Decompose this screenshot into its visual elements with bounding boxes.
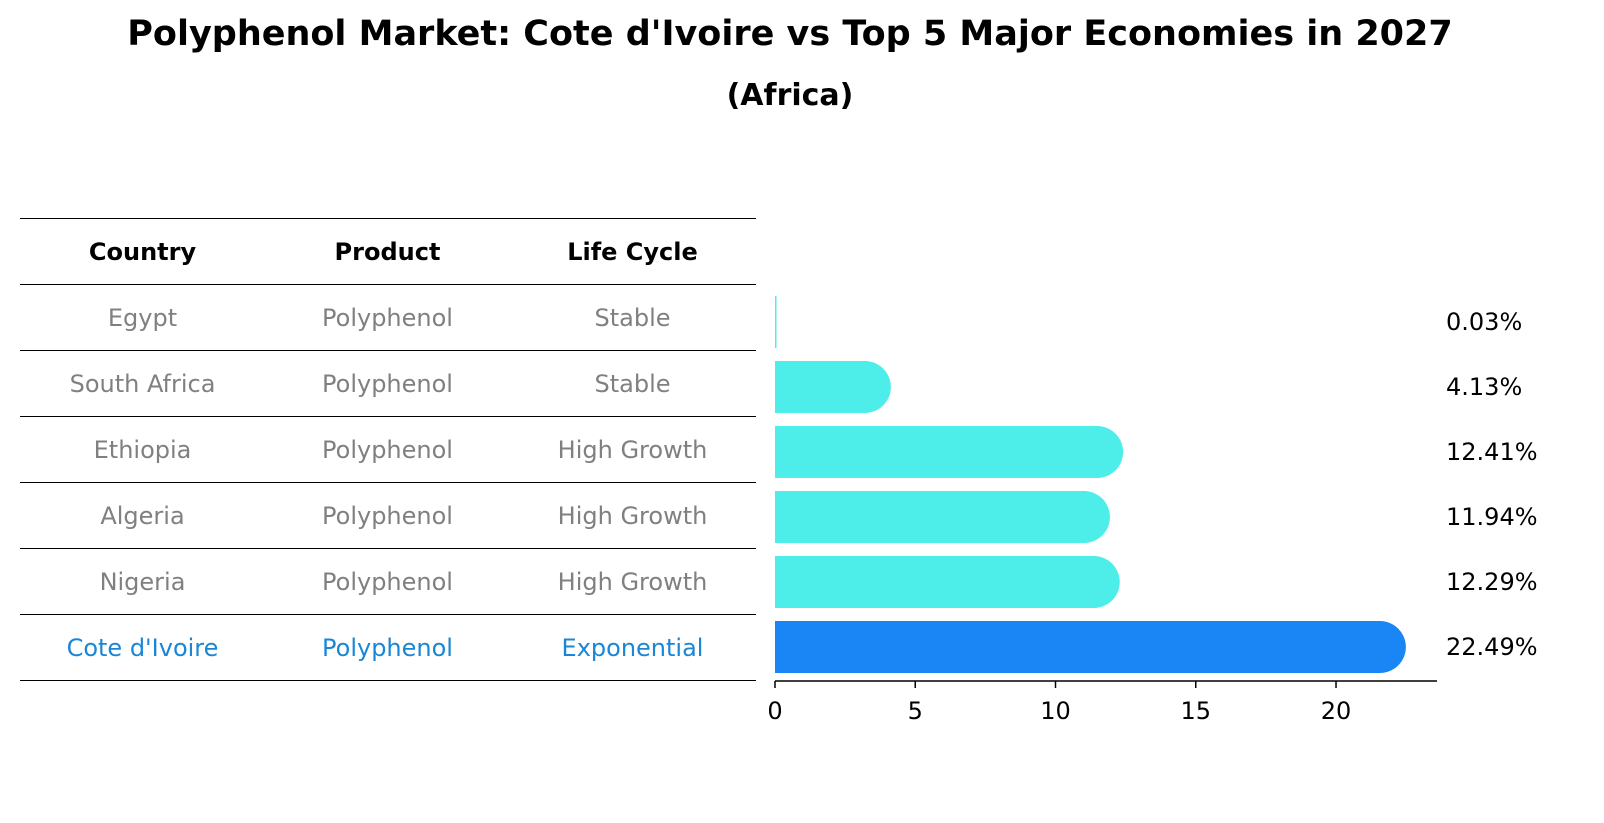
bar-value-label: 12.29% [1446, 568, 1538, 596]
bar [775, 491, 1110, 543]
country-cell: Algeria [100, 501, 185, 530]
product-cell: Polyphenol [322, 369, 453, 398]
table-row: Algeria Polyphenol High Growth [20, 483, 756, 549]
x-tick-label: 10 [1040, 697, 1071, 725]
bar-value-label: 12.41% [1446, 438, 1538, 466]
life-cycle-cell: High Growth [557, 435, 708, 464]
country-cell: Nigeria [99, 567, 186, 596]
table-row: Egypt Polyphenol Stable [20, 285, 756, 351]
product-cell: Polyphenol [322, 567, 453, 596]
table-header-row: Country Product Life Cycle [20, 218, 756, 285]
table-row: South Africa Polyphenol Stable [20, 351, 756, 417]
table-row: Nigeria Polyphenol High Growth [20, 549, 756, 615]
bar-value-label: 11.94% [1446, 503, 1538, 531]
country-cell: Egypt [107, 303, 178, 332]
product-cell: Polyphenol [322, 435, 453, 464]
bar [775, 556, 1120, 608]
bar [775, 621, 1406, 673]
bar [775, 296, 777, 348]
table-row-highlight: Cote d'Ivoire Polyphenol Exponential [20, 615, 756, 681]
life-cycle-cell: Exponential [561, 633, 704, 662]
life-cycle-cell: Stable [594, 369, 671, 398]
country-cell: South Africa [69, 369, 216, 398]
x-tick-label: 15 [1180, 697, 1211, 725]
bar [775, 426, 1124, 478]
country-cell: Cote d'Ivoire [66, 633, 219, 662]
product-cell: Polyphenol [322, 633, 453, 662]
header-product: Product [334, 237, 441, 266]
product-cell: Polyphenol [322, 303, 453, 332]
life-cycle-cell: High Growth [557, 501, 708, 530]
chart-subtitle: (Africa) [726, 78, 854, 113]
table-row: Ethiopia Polyphenol High Growth [20, 417, 756, 483]
bar [775, 361, 891, 413]
bar-value-label: 0.03% [1446, 308, 1522, 336]
life-cycle-cell: Stable [594, 303, 671, 332]
x-tick-label: 5 [908, 697, 923, 725]
life-cycle-cell: High Growth [557, 567, 708, 596]
data-table: Country Product Life Cycle Egypt Polyphe… [20, 218, 756, 681]
bar-value-label: 22.49% [1446, 633, 1538, 661]
header-life-cycle: Life Cycle [567, 237, 698, 266]
product-cell: Polyphenol [322, 501, 453, 530]
chart-title: Polyphenol Market: Cote d'Ivoire vs Top … [127, 14, 1453, 54]
x-tick-label: 0 [767, 697, 782, 725]
bar-value-label: 4.13% [1446, 373, 1522, 401]
x-tick-label: 20 [1321, 697, 1352, 725]
country-cell: Ethiopia [93, 435, 192, 464]
header-country: Country [88, 237, 197, 266]
